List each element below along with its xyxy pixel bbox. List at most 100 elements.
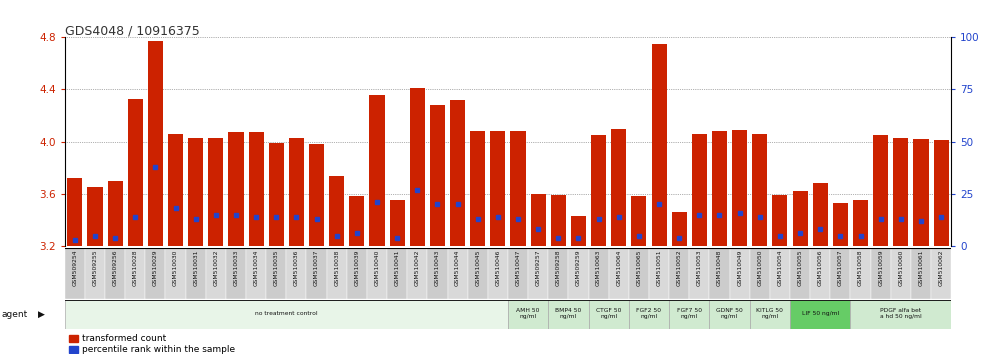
Bar [649, 248, 669, 299]
Bar [548, 300, 589, 329]
Bar [329, 176, 345, 246]
Bar [85, 248, 105, 299]
Bar [350, 196, 365, 246]
Bar [571, 216, 586, 246]
Bar [488, 248, 508, 299]
Text: GSM510056: GSM510056 [818, 249, 823, 286]
Bar [147, 41, 163, 246]
Bar [853, 200, 869, 246]
Text: GSM510032: GSM510032 [213, 249, 218, 286]
Bar [628, 248, 649, 299]
Bar [387, 248, 407, 299]
Bar [307, 248, 327, 299]
Bar [68, 178, 83, 246]
Bar [511, 131, 526, 246]
Text: AMH 50
ng/ml: AMH 50 ng/ml [516, 308, 540, 319]
Bar [893, 138, 908, 246]
Text: GSM510063: GSM510063 [597, 249, 602, 286]
Bar [289, 138, 304, 246]
Bar [669, 248, 689, 299]
Bar [609, 248, 628, 299]
Bar [589, 248, 609, 299]
Text: agent: agent [2, 310, 28, 319]
Text: GSM510059: GSM510059 [878, 249, 883, 286]
Text: GSM510040: GSM510040 [374, 249, 379, 286]
Bar [890, 248, 911, 299]
Text: GSM510053: GSM510053 [697, 249, 702, 286]
Bar [833, 203, 848, 246]
Bar [750, 248, 770, 299]
Text: CTGF 50
ng/ml: CTGF 50 ng/ml [596, 308, 622, 319]
Bar [409, 88, 425, 246]
Bar [569, 248, 589, 299]
Text: GSM510062: GSM510062 [938, 249, 943, 286]
Text: BMP4 50
ng/ml: BMP4 50 ng/ml [556, 308, 582, 319]
Bar [933, 140, 948, 246]
Text: GSM510044: GSM510044 [455, 249, 460, 286]
Bar [367, 248, 387, 299]
Bar [188, 138, 203, 246]
Bar [750, 300, 790, 329]
Text: GSM509258: GSM509258 [556, 249, 561, 286]
Bar [266, 248, 287, 299]
Bar [508, 248, 528, 299]
Text: GSM510051: GSM510051 [656, 249, 661, 286]
Bar [309, 144, 324, 246]
Text: GSM510031: GSM510031 [193, 249, 198, 286]
Bar [551, 195, 566, 246]
Text: GSM509259: GSM509259 [576, 249, 581, 286]
Bar [228, 132, 244, 246]
Text: GSM510045: GSM510045 [475, 249, 480, 286]
Text: GSM510034: GSM510034 [254, 249, 259, 286]
Bar [790, 248, 810, 299]
Bar [370, 95, 384, 246]
Text: GSM510054: GSM510054 [778, 249, 783, 286]
Bar [430, 105, 445, 246]
Bar [65, 300, 508, 329]
Bar [851, 248, 871, 299]
Bar [548, 248, 569, 299]
Text: GSM510033: GSM510033 [233, 249, 238, 286]
Text: GDS4048 / 10916375: GDS4048 / 10916375 [65, 25, 199, 38]
Bar [689, 248, 709, 299]
Bar [226, 248, 246, 299]
Bar [770, 248, 790, 299]
Bar [651, 44, 666, 246]
Bar [88, 187, 103, 246]
Bar [269, 143, 284, 246]
Bar [208, 138, 223, 246]
Text: GSM510043: GSM510043 [435, 249, 440, 286]
Bar [246, 248, 266, 299]
Text: no treatment control: no treatment control [255, 311, 318, 316]
Bar [108, 181, 123, 246]
Text: KITLG 50
ng/ml: KITLG 50 ng/ml [756, 308, 783, 319]
Bar [793, 191, 808, 246]
Bar [105, 248, 125, 299]
Text: GSM509257: GSM509257 [536, 249, 541, 286]
Text: GSM510048: GSM510048 [717, 249, 722, 286]
Text: GSM510036: GSM510036 [294, 249, 299, 286]
Text: GSM509255: GSM509255 [93, 249, 98, 286]
Bar [612, 129, 626, 246]
Bar [871, 248, 890, 299]
Bar [692, 134, 707, 246]
Legend: transformed count, percentile rank within the sample: transformed count, percentile rank withi… [70, 335, 235, 354]
Text: GSM509256: GSM509256 [113, 249, 118, 286]
Text: FGF2 50
ng/ml: FGF2 50 ng/ml [636, 308, 661, 319]
Text: FGF7 50
ng/ml: FGF7 50 ng/ml [676, 308, 702, 319]
Bar [772, 195, 788, 246]
Text: GSM510042: GSM510042 [414, 249, 419, 286]
Bar [127, 98, 142, 246]
Text: GSM510057: GSM510057 [838, 249, 843, 286]
Text: PDGF alfa bet
a hd 50 ng/ml: PDGF alfa bet a hd 50 ng/ml [879, 308, 921, 319]
Bar [911, 248, 931, 299]
Bar [531, 194, 546, 246]
Bar [407, 248, 427, 299]
Bar [65, 248, 85, 299]
Bar [732, 130, 747, 246]
Bar [490, 131, 505, 246]
Bar [145, 248, 165, 299]
Bar [125, 248, 145, 299]
Text: GSM510049: GSM510049 [737, 249, 742, 286]
Bar [752, 134, 767, 246]
